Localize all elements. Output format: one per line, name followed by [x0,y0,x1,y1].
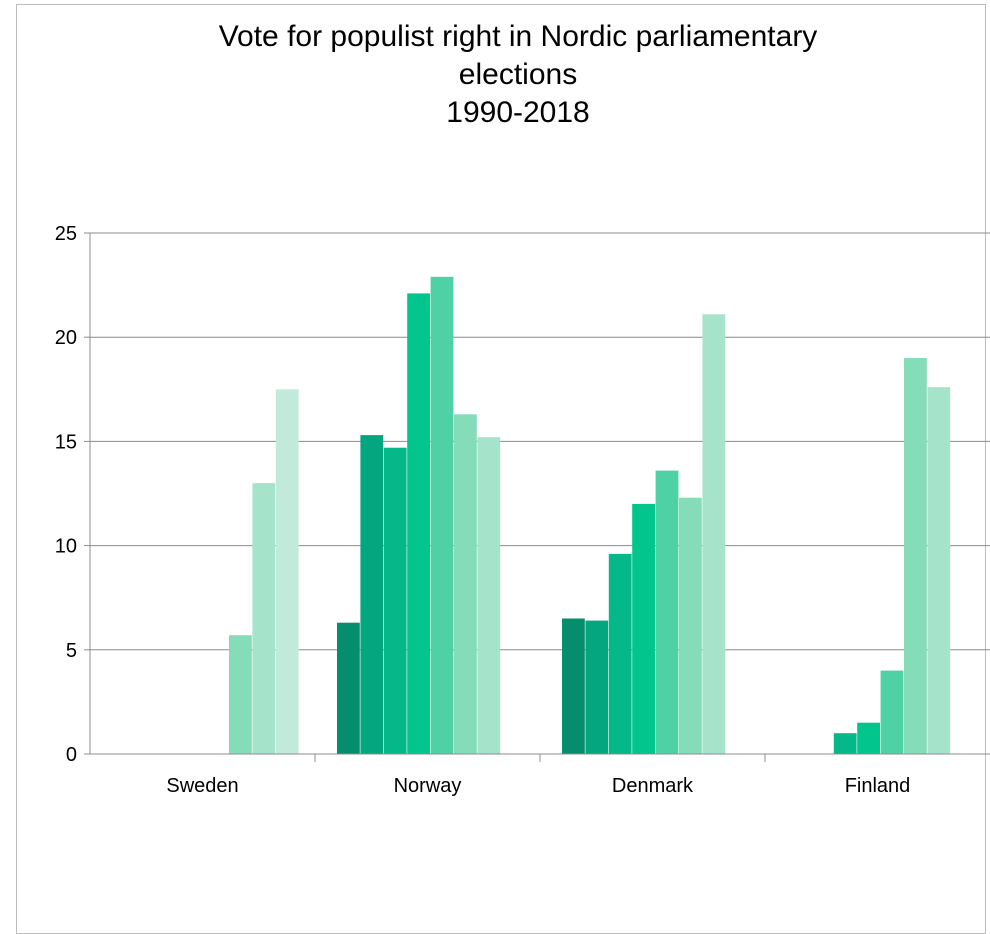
bar-denmark-6 [679,497,702,754]
bar-norway-4 [407,293,430,754]
bar-finland-3 [833,733,857,754]
category-label: Finland [845,775,911,797]
bar-norway-7 [477,437,501,754]
bar-sweden-7 [252,483,276,754]
bar-norway-5 [430,276,454,754]
category-label: Denmark [612,775,694,797]
chart-title-line-3: 1990-2018 [446,96,590,129]
chart-title: Vote for populist right in Nordic parlia… [0,18,990,132]
axes [84,232,990,762]
bar-finland-6 [904,358,927,754]
category-label: Norway [394,775,462,797]
bar-sweden-8 [275,389,299,754]
bar-denmark-4 [632,503,655,754]
bar-denmark-3 [608,553,632,754]
bar-finland-4 [857,722,880,754]
bar-finland-5 [880,670,904,754]
bar-norway-2 [360,435,384,754]
y-tick-label: 0 [66,744,77,766]
bar-denmark-2 [585,620,609,754]
chart-title-line-1: Vote for populist right in Nordic parlia… [218,20,818,53]
bar-norway-3 [383,447,407,754]
y-tick-label: 5 [66,640,77,662]
y-tick-label: 20 [55,327,77,349]
bar-denmark-1 [562,618,585,754]
y-tick-label: 15 [55,431,77,453]
y-tick-label: 25 [55,223,77,245]
gridlines [90,232,990,651]
chart-frame [16,4,986,934]
bar-finland-7 [927,387,951,754]
bars [229,276,951,754]
chart-title-line-2: elections [458,58,578,91]
bar-norway-6 [454,414,477,754]
y-tick-label: 10 [55,536,77,558]
bar-norway-1 [337,622,360,754]
bar-sweden-6 [229,635,252,754]
bar-denmark-5 [655,470,679,754]
axis-labels: 0 5 10 15 20 25 Sweden Norway Denmark Finland [55,223,911,797]
category-label: Sweden [166,775,238,797]
bar-denmark-7 [702,314,726,754]
